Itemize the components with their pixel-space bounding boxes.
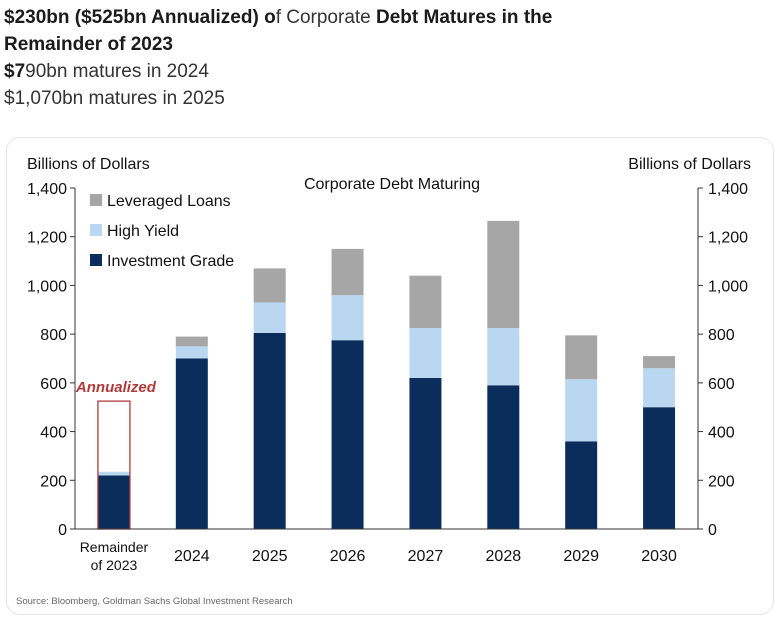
bar-high-yield — [565, 379, 598, 442]
headline-line-2: Remainder of 2023 — [4, 31, 774, 58]
bar-investment-grade — [175, 358, 208, 529]
y-tick-label-right: 1,200 — [708, 230, 748, 247]
legend-label: Leveraged Loans — [107, 193, 231, 210]
chart-card: Billions of Dollars Billions of Dollars … — [6, 137, 774, 615]
y-tick-label-right: 800 — [708, 327, 735, 344]
bar-investment-grade — [565, 441, 598, 529]
bar-leveraged-loans — [253, 268, 286, 303]
headline-line-1-part-c: Debt Matures in the — [376, 7, 553, 28]
legend: Leveraged Loans High Yield Investment Grad… — [90, 193, 234, 270]
y-tick-label-right: 200 — [708, 473, 735, 490]
y-tick-label-right: 1,000 — [708, 278, 748, 295]
y-tick-label-left: 800 — [40, 327, 67, 344]
bar-leveraged-loans — [331, 248, 364, 296]
y-tick-label-right: 0 — [708, 522, 717, 539]
x-tick-label: 2029 — [563, 548, 599, 565]
legend-swatch — [90, 224, 102, 236]
x-tick-label: 2026 — [330, 548, 366, 565]
axes-group: 0 0 200 200 400 400 600 600 800 800 1,000 1,000 1,20… — [27, 181, 748, 573]
annualized-label: Annualized — [75, 379, 157, 396]
x-tick-label: 2027 — [408, 548, 444, 565]
y-tick-label-left: 1,400 — [27, 181, 67, 198]
y-tick-label-left: 600 — [40, 376, 67, 393]
x-tick-label: of 2023 — [91, 557, 138, 573]
y-tick-label-left: 0 — [58, 522, 67, 539]
x-tick-label: 2024 — [174, 548, 210, 565]
y-tick-label-left: 1,000 — [27, 278, 67, 295]
x-tick-label: 2030 — [641, 548, 677, 565]
chart-source: Source: Bloomberg, Goldman Sachs Global … — [16, 596, 293, 607]
bar-leveraged-loans — [175, 336, 208, 347]
headline-line-2-text: Remainder of 2023 — [4, 34, 173, 55]
legend-label: High Yield — [107, 223, 179, 240]
headline-line-1: $230bn ($525bn Annualized) of Corporate … — [4, 4, 774, 31]
bar-leveraged-loans — [565, 335, 598, 380]
bar-leveraged-loans — [643, 356, 676, 369]
y-axis-left-label: Billions of Dollars — [27, 156, 150, 173]
y-tick-label-right: 600 — [708, 376, 735, 393]
bar-high-yield — [409, 328, 442, 378]
bar-high-yield — [487, 328, 520, 386]
headline: $230bn ($525bn Annualized) of Corporate … — [4, 4, 774, 112]
legend-label: Investment Grade — [107, 253, 234, 270]
x-tick-label: Remainder — [80, 539, 149, 555]
headline-line-3-part-a: $7 — [4, 61, 26, 82]
x-tick-label: 2025 — [252, 548, 288, 565]
bar-investment-grade — [643, 407, 676, 529]
bar-investment-grade — [97, 475, 130, 529]
chart-svg: Billions of Dollars Billions of Dollars … — [16, 156, 751, 607]
bar-high-yield — [97, 471, 130, 476]
bar-leveraged-loans — [487, 220, 520, 329]
y-tick-label-left: 1,200 — [27, 230, 67, 247]
bar-high-yield — [643, 368, 676, 408]
legend-swatch — [90, 194, 102, 206]
legend-swatch — [90, 254, 102, 266]
bar-investment-grade — [409, 377, 442, 529]
headline-line-1-part-b: f Corporate — [275, 7, 377, 28]
headline-line-3: $790bn matures in 2024 — [4, 58, 774, 85]
headline-line-1-part-a: $230bn ($525bn Annualized) o — [4, 7, 276, 28]
bar-high-yield — [175, 346, 208, 359]
bar-leveraged-loans — [409, 275, 442, 329]
bar-investment-grade — [253, 332, 286, 529]
headline-line-4: $1,070bn matures in 2025 — [4, 88, 225, 109]
headline-line-3-part-b: 90bn matures in 2024 — [25, 61, 209, 82]
y-tick-label-right: 400 — [708, 425, 735, 442]
bar-high-yield — [331, 295, 364, 341]
bar-investment-grade — [331, 340, 364, 529]
x-tick-label: 2028 — [486, 548, 522, 565]
bar-high-yield — [253, 302, 286, 333]
y-axis-right-label: Billions of Dollars — [628, 156, 751, 173]
bar-investment-grade — [487, 385, 520, 529]
y-tick-label-right: 1,400 — [708, 181, 748, 198]
y-tick-label-left: 200 — [40, 473, 67, 490]
chart-title: Corporate Debt Maturing — [304, 176, 480, 193]
y-tick-label-left: 400 — [40, 425, 67, 442]
bars-group: Annualized — [75, 220, 676, 530]
